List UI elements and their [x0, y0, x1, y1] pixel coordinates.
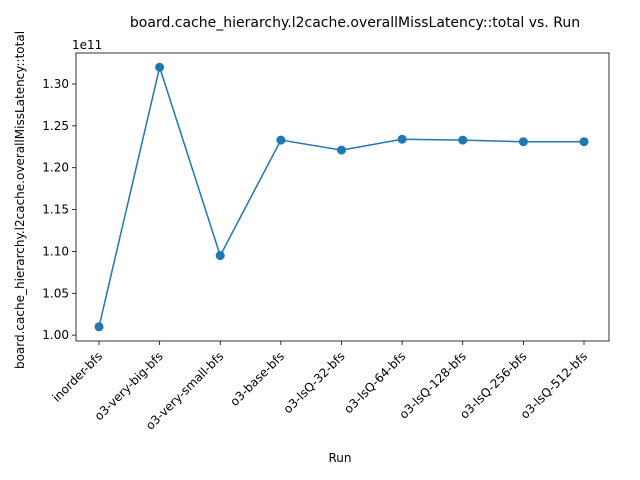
plot-frame	[75, 52, 610, 342]
x-tick-label: o3-lsQ-64-bfs	[341, 349, 408, 416]
data-point	[276, 135, 286, 145]
data-point	[337, 145, 346, 155]
x-axis-label: Run	[328, 451, 351, 465]
x-axis-ticks: inorder-bfso3-very-big-bfso3-very-small-…	[50, 341, 590, 433]
x-tick-label: o3-base-bfs	[227, 349, 287, 409]
data-point	[458, 135, 468, 145]
data-point	[94, 322, 104, 332]
data-line	[98, 64, 584, 327]
y-tick-label: 1.30	[42, 77, 69, 91]
y-offset-label: 1e11	[72, 38, 102, 52]
data-point	[518, 137, 528, 147]
data-point	[155, 62, 165, 72]
x-tick-label: inorder-bfs	[50, 349, 106, 405]
y-tick-label: 1.25	[42, 119, 69, 133]
y-tick-label: 1.00	[42, 328, 69, 342]
y-tick-label: 1.20	[42, 161, 69, 175]
y-tick-label: 1.05	[42, 286, 69, 300]
y-axis-ticks: 1.00 1.05 1.10 1.15 1.20 1.25 1.30	[42, 77, 76, 342]
data-point	[397, 134, 407, 144]
x-tick-label: o3-lsQ-512-bfs	[518, 349, 590, 421]
y-tick-label: 1.10	[42, 244, 69, 258]
series-markers	[94, 62, 589, 332]
series-line	[98, 64, 584, 327]
y-axis-label: board.cache_hierarchy.l2cache.overallMis…	[13, 31, 27, 369]
x-tick-label: o3-lsQ-32-bfs	[281, 349, 348, 416]
y-tick-label: 1.15	[42, 203, 69, 217]
data-point	[579, 137, 589, 147]
chart-title: board.cache_hierarchy.l2cache.overallMis…	[130, 15, 580, 31]
data-point	[215, 251, 225, 261]
